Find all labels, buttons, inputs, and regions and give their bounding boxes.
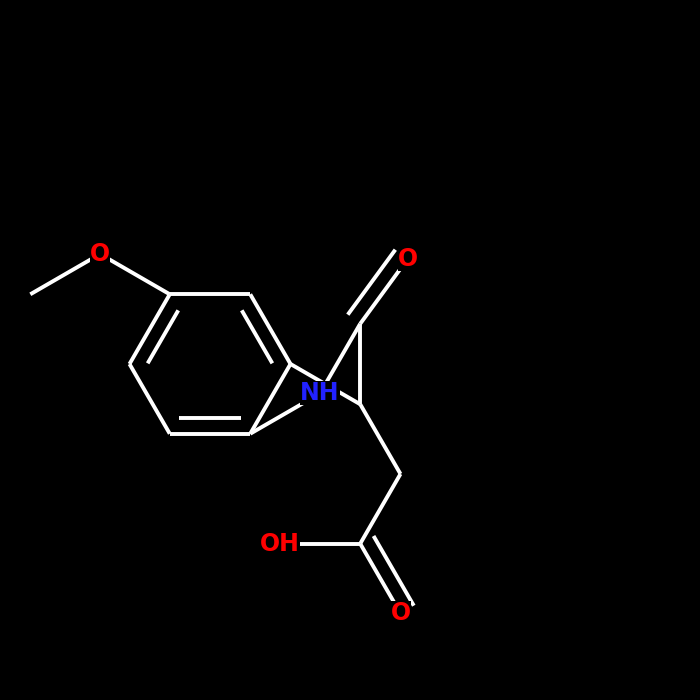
Text: NH: NH <box>300 382 340 405</box>
Text: O: O <box>391 601 410 625</box>
Text: O: O <box>90 242 110 266</box>
Text: OH: OH <box>260 532 300 556</box>
Text: O: O <box>398 247 418 271</box>
